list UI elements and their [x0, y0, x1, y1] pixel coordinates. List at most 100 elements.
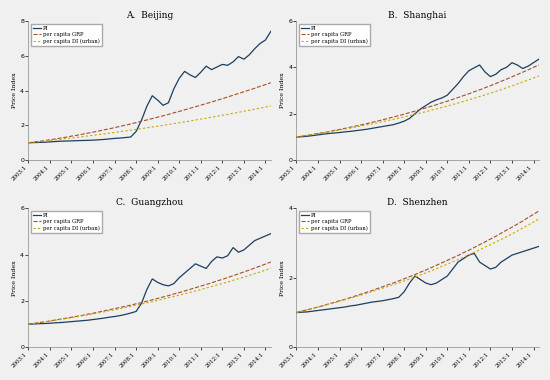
per capita GRP — [455, 253, 461, 258]
PI — [315, 133, 321, 137]
Title: C.  Guangzhou: C. Guangzhou — [116, 198, 183, 207]
per capita DI (urban) — [444, 104, 450, 108]
per capita GRP — [336, 127, 343, 132]
per capita GRP — [320, 303, 327, 308]
per capita DI (urban) — [52, 318, 59, 323]
PI — [84, 318, 91, 323]
per capita DI (urban) — [240, 109, 247, 114]
PI — [422, 281, 429, 285]
per capita DI (urban) — [74, 135, 80, 139]
per capita DI (urban) — [63, 316, 69, 321]
per capita GRP — [224, 275, 231, 280]
per capita DI (urban) — [411, 275, 418, 279]
per capita GRP — [41, 138, 48, 143]
per capita DI (urban) — [122, 129, 129, 133]
PI — [74, 138, 80, 143]
PI — [36, 140, 42, 145]
per capita GRP — [251, 266, 258, 270]
per capita DI (urban) — [498, 237, 504, 242]
per capita DI (urban) — [347, 296, 354, 301]
PI — [230, 245, 236, 250]
per capita GRP — [106, 127, 113, 131]
PI — [428, 282, 435, 287]
per capita GRP — [503, 228, 510, 232]
per capita DI (urban) — [213, 283, 220, 287]
PI — [363, 301, 370, 306]
per capita DI (urban) — [487, 242, 494, 247]
per capita GRP — [101, 309, 107, 313]
per capita GRP — [149, 298, 156, 302]
per capita GRP — [186, 106, 193, 111]
PI — [519, 66, 526, 71]
per capita DI (urban) — [428, 269, 435, 273]
per capita GRP — [267, 260, 274, 264]
per capita DI (urban) — [304, 307, 311, 312]
per capita GRP — [52, 318, 59, 322]
per capita GRP — [160, 114, 166, 118]
per capita GRP — [30, 321, 37, 326]
PI — [57, 139, 64, 144]
per capita DI (urban) — [122, 305, 129, 310]
per capita DI (urban) — [257, 270, 263, 274]
PI — [465, 253, 472, 257]
per capita DI (urban) — [503, 86, 510, 90]
per capita GRP — [342, 126, 348, 131]
PI — [460, 74, 467, 79]
per capita DI (urban) — [41, 320, 48, 324]
per capita GRP — [219, 97, 225, 101]
per capita DI (urban) — [182, 120, 188, 124]
per capita GRP — [79, 313, 86, 318]
per capita DI (urban) — [358, 293, 364, 298]
PI — [519, 249, 526, 254]
per capita DI (urban) — [230, 111, 236, 116]
per capita DI (urban) — [133, 303, 139, 307]
PI — [155, 98, 161, 102]
PI — [514, 251, 521, 256]
PI — [509, 253, 515, 257]
PI — [417, 107, 424, 111]
PI — [487, 267, 494, 271]
per capita GRP — [411, 272, 418, 277]
per capita DI (urban) — [257, 106, 263, 111]
per capita DI (urban) — [304, 133, 311, 138]
PI — [444, 93, 450, 97]
per capita GRP — [230, 273, 236, 278]
per capita DI (urban) — [492, 240, 499, 244]
PI — [186, 73, 193, 77]
per capita DI (urban) — [106, 309, 113, 313]
per capita GRP — [144, 299, 150, 304]
per capita DI (urban) — [293, 310, 300, 315]
per capita GRP — [170, 111, 177, 115]
per capita GRP — [363, 122, 370, 126]
PI — [498, 67, 504, 72]
per capita DI (urban) — [95, 310, 102, 315]
PI — [293, 135, 300, 139]
Legend: PI, per capita GRP, per capita DI (urban): PI, per capita GRP, per capita DI (urban… — [299, 211, 370, 233]
PI — [267, 231, 274, 236]
per capita GRP — [101, 128, 107, 132]
PI — [444, 274, 450, 278]
per capita GRP — [262, 82, 269, 87]
per capita DI (urban) — [262, 105, 269, 109]
per capita GRP — [471, 89, 477, 94]
per capita DI (urban) — [246, 108, 252, 112]
PI — [406, 116, 413, 121]
PI — [160, 103, 166, 108]
per capita DI (urban) — [422, 109, 429, 114]
PI — [219, 256, 225, 260]
Y-axis label: Price Index: Price Index — [13, 73, 18, 108]
per capita DI (urban) — [379, 286, 386, 290]
per capita GRP — [257, 264, 263, 268]
PI — [401, 290, 408, 294]
Legend: PI, per capita GRP, per capita DI (urban): PI, per capita GRP, per capita DI (urban… — [31, 24, 102, 46]
PI — [57, 320, 64, 325]
per capita GRP — [133, 301, 139, 306]
per capita GRP — [374, 286, 381, 291]
PI — [309, 133, 316, 138]
per capita GRP — [213, 279, 220, 283]
per capita DI (urban) — [455, 101, 461, 105]
PI — [320, 132, 327, 136]
PI — [84, 138, 91, 142]
per capita DI (urban) — [117, 129, 123, 134]
per capita DI (urban) — [293, 135, 300, 139]
